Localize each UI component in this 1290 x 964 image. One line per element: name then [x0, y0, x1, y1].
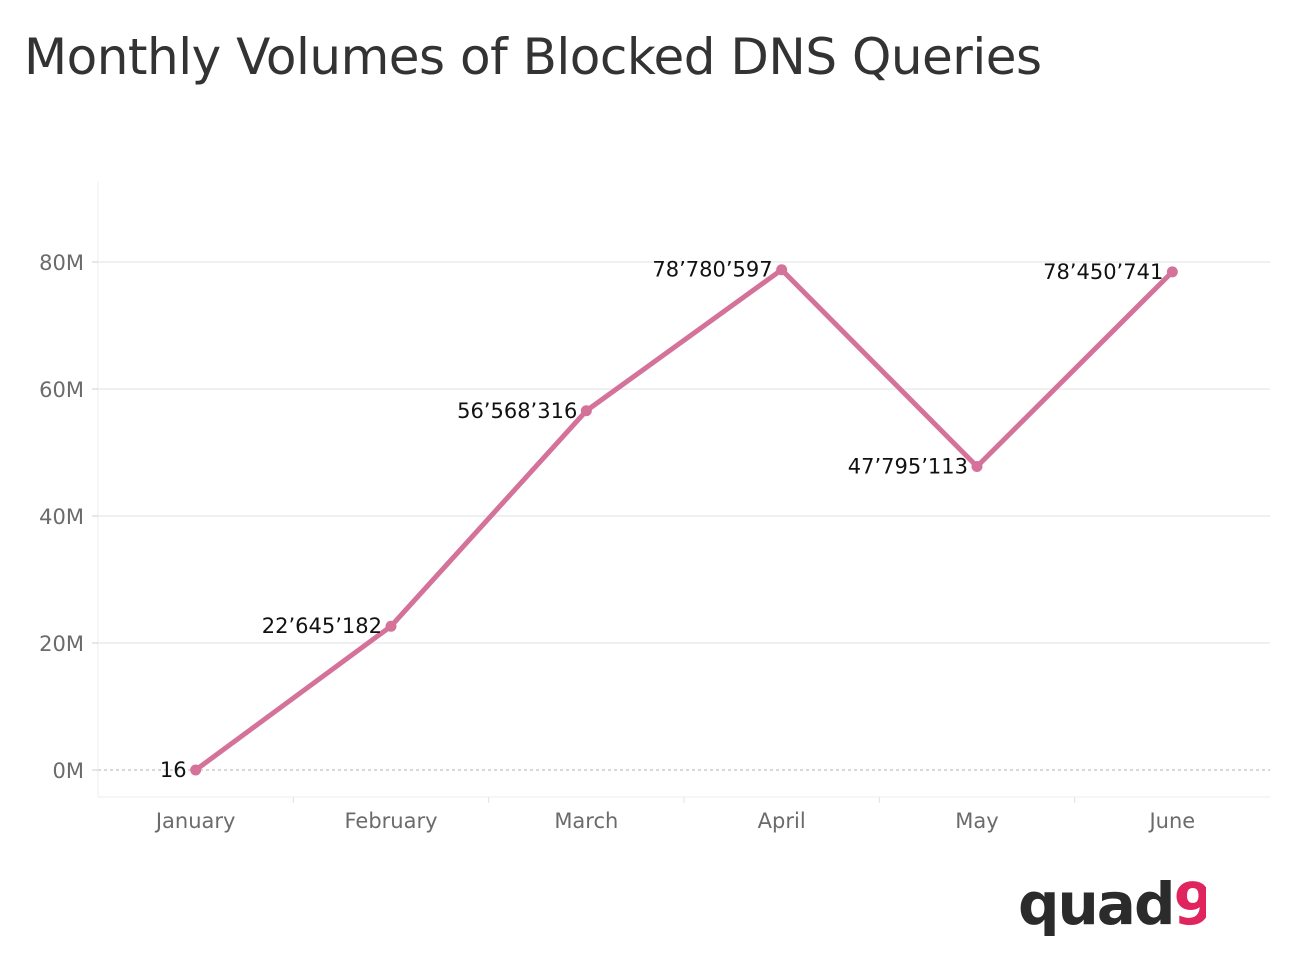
- y-tick-label: 20M: [39, 632, 84, 656]
- data-point: [776, 264, 788, 276]
- axes: 0M 20M 40M 60M 80M January February March April M…: [39, 182, 1270, 833]
- y-tick-label: 40M: [39, 505, 84, 529]
- series-line: [193, 267, 1175, 773]
- data-label: 16: [160, 758, 187, 782]
- data-label: 22’645’182: [262, 614, 382, 638]
- chart-title: Monthly Volumes of Blocked DNS Queries: [24, 28, 1042, 86]
- logo-accent-text: 9: [1173, 872, 1206, 938]
- logo-main-text: quad: [1018, 872, 1173, 938]
- quad9-logo: quad9: [1018, 872, 1206, 938]
- data-point: [971, 461, 983, 473]
- data-point: [190, 764, 202, 776]
- y-tick-label: 80M: [39, 251, 84, 275]
- series-polyline: [193, 267, 1175, 773]
- data-label: 78’450’741: [1043, 260, 1163, 284]
- x-tick-label: January: [154, 809, 236, 833]
- data-point: [385, 620, 397, 632]
- logo-wordmark: quad9: [1018, 872, 1206, 938]
- x-tick-label: March: [554, 809, 618, 833]
- x-tick-label: April: [758, 809, 806, 833]
- data-labels: 16 22’645’182 56’568’316 78’780’597 47’795’1…: [160, 258, 1163, 782]
- data-point: [580, 405, 592, 417]
- y-tick-label: 60M: [39, 378, 84, 402]
- data-label: 47’795’113: [848, 455, 968, 479]
- x-tick-label: May: [955, 809, 998, 833]
- x-tick-label: February: [344, 809, 437, 833]
- data-label: 56’568’316: [457, 399, 577, 423]
- data-points: [190, 264, 1178, 776]
- data-label: 78’780’597: [652, 258, 772, 282]
- gridlines: [98, 261, 1270, 771]
- y-tick-label: 0M: [53, 759, 84, 783]
- x-tick-label: June: [1147, 809, 1195, 833]
- data-point: [1166, 266, 1178, 278]
